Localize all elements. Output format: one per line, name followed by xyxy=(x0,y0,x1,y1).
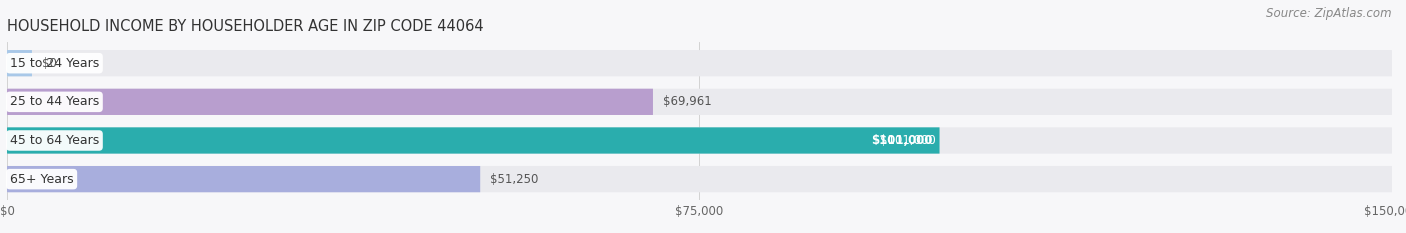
FancyBboxPatch shape xyxy=(7,127,939,154)
Text: 15 to 24 Years: 15 to 24 Years xyxy=(10,57,98,70)
Text: 25 to 44 Years: 25 to 44 Years xyxy=(10,95,98,108)
FancyBboxPatch shape xyxy=(7,50,32,76)
Text: $51,250: $51,250 xyxy=(489,173,538,186)
FancyBboxPatch shape xyxy=(7,127,1392,154)
FancyBboxPatch shape xyxy=(7,89,652,115)
FancyBboxPatch shape xyxy=(7,166,1392,192)
FancyBboxPatch shape xyxy=(7,50,1392,76)
Text: $0: $0 xyxy=(42,57,56,70)
Text: $101,000: $101,000 xyxy=(880,134,935,147)
Text: $101,000: $101,000 xyxy=(872,134,932,147)
Text: 45 to 64 Years: 45 to 64 Years xyxy=(10,134,98,147)
Text: HOUSEHOLD INCOME BY HOUSEHOLDER AGE IN ZIP CODE 44064: HOUSEHOLD INCOME BY HOUSEHOLDER AGE IN Z… xyxy=(7,19,484,34)
Text: 65+ Years: 65+ Years xyxy=(10,173,73,186)
Text: Source: ZipAtlas.com: Source: ZipAtlas.com xyxy=(1267,7,1392,20)
Text: $69,961: $69,961 xyxy=(662,95,711,108)
FancyBboxPatch shape xyxy=(7,166,481,192)
FancyBboxPatch shape xyxy=(7,89,1392,115)
